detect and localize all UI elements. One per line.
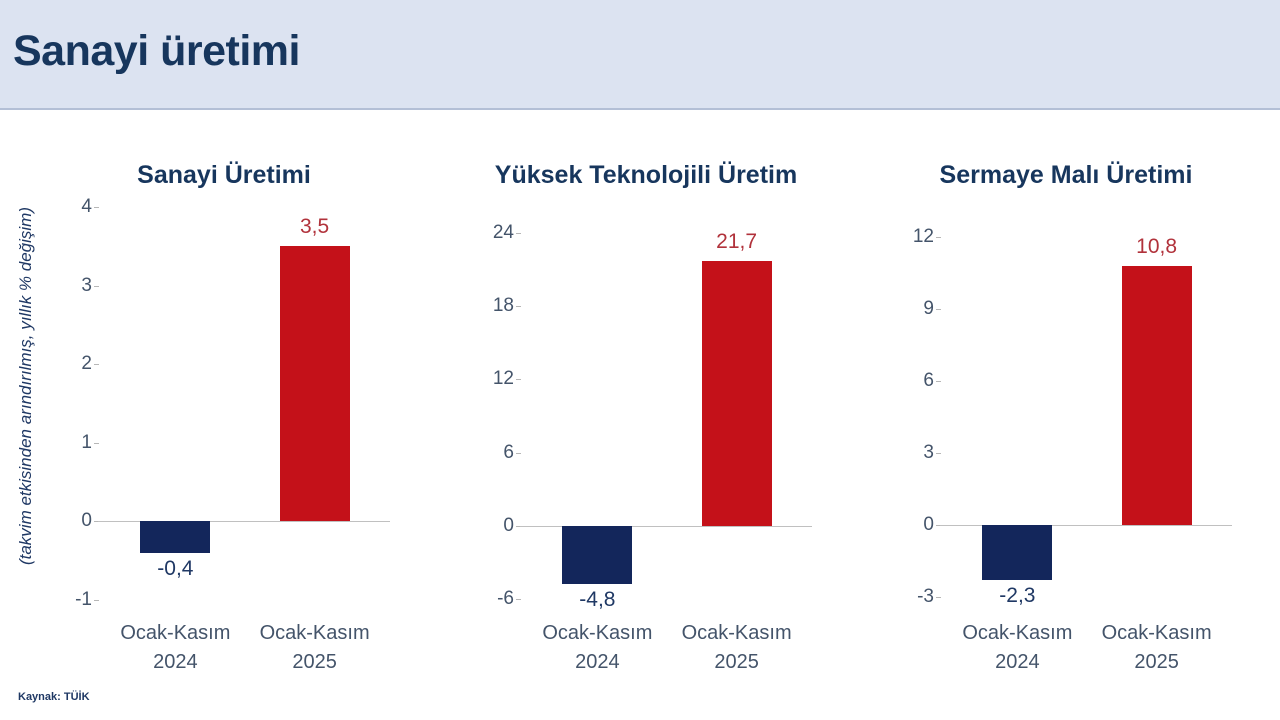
tick-mark: [936, 237, 941, 238]
bar-value-label: 21,7: [716, 230, 758, 254]
tick-mark: [936, 453, 941, 454]
tick-mark: [94, 600, 99, 601]
x-category-line: 2024: [153, 651, 198, 673]
x-category-line: 2025: [1134, 651, 1179, 673]
x-category-label: Ocak-Kasım 2025: [240, 619, 390, 677]
tick-mark: [936, 597, 941, 598]
axis-area: 12 9 6 3 0 -3 -2,3 10,8: [913, 226, 1232, 607]
x-axis-labels: Ocak-Kasım 2024 Ocak-Kasım 2025: [942, 619, 1232, 685]
y-tick-label: 9: [923, 298, 934, 319]
y-tick-label: -6: [497, 588, 514, 609]
tick-mark: [516, 233, 521, 234]
bar-value-label: -2,3: [999, 584, 1036, 608]
charts-row: Sanayi Üretimi 4 3 2 1 0 -1 -0,4 3,5 Ocak-Kasım…: [58, 155, 1248, 695]
x-category-line: Ocak-Kasım: [1101, 622, 1212, 644]
tick-mark: [94, 364, 99, 366]
x-category-line: Ocak-Kasım: [962, 622, 1073, 644]
x-category-line: Ocak-Kasım: [120, 622, 231, 644]
y-tick-label: 4: [81, 196, 92, 217]
x-category-line: Ocak-Kasım: [542, 622, 653, 644]
tick-mark: [94, 207, 99, 208]
bar-2024: [140, 521, 211, 553]
bar-2024: [562, 525, 633, 585]
tick-mark: [516, 525, 521, 527]
tick-mark: [936, 381, 941, 382]
tick-mark: [936, 309, 941, 310]
chart-title: Sermaye Malı Üretimi: [939, 161, 1193, 189]
x-category-line: 2025: [292, 651, 337, 673]
chart-sermaye-mali-uretimi: Sermaye Malı Üretimi 12 9 6 3 0 -3 -2,3 10,8 Oc…: [900, 155, 1232, 695]
chart-yuksek-teknolojili-uretim: Yüksek Teknolojili Üretim 24 18 12 6 0 -6 -4,8…: [480, 155, 812, 695]
chart-sanayi-uretimi: Sanayi Üretimi 4 3 2 1 0 -1 -0,4 3,5 Ocak-Kasım…: [58, 155, 390, 695]
bar-2024: [982, 525, 1053, 581]
y-tick-label: 0: [503, 514, 514, 536]
y-tick-label: 18: [492, 295, 514, 317]
x-axis-labels: Ocak-Kasım 2024 Ocak-Kasım 2025: [100, 619, 390, 685]
axis-area: 4 3 2 1 0 -1 -0,4 3,5: [75, 196, 390, 610]
bar-value-label: -4,8: [579, 588, 616, 612]
page-title: Sanayi üretimi: [13, 27, 300, 75]
bar-2025: [279, 246, 350, 522]
x-category-line: 2025: [714, 651, 759, 673]
zero-gridline: [520, 525, 812, 527]
tick-mark: [516, 599, 521, 600]
zero-gridline: [940, 525, 1232, 526]
tick-mark: [936, 525, 941, 526]
y-tick-label: 3: [81, 274, 92, 296]
x-category-line: Ocak-Kasım: [681, 622, 792, 644]
x-category-label: Ocak-Kasım 2025: [1082, 619, 1232, 677]
y-axis-unit-label: (takvim etkisinden arındırılmış, yıllık …: [16, 206, 35, 566]
bar-value-label: -0,4: [157, 556, 194, 580]
x-category-line: Ocak-Kasım: [259, 622, 370, 644]
y-tick-label: 6: [923, 370, 934, 391]
y-tick-label: -1: [75, 589, 92, 610]
y-tick-label: 24: [492, 222, 514, 243]
y-tick-label: -3: [917, 586, 934, 607]
tick-mark: [516, 452, 521, 454]
y-tick-label: 12: [492, 368, 514, 390]
axis-area: 24 18 12 6 0 -6 -4,8 21,7: [493, 222, 812, 611]
tick-mark: [516, 306, 521, 308]
chart-title: Sanayi Üretimi: [137, 161, 311, 189]
tick-mark: [94, 285, 99, 287]
x-axis-labels: Ocak-Kasım 2024 Ocak-Kasım 2025: [522, 619, 812, 685]
y-tick-label: 6: [503, 441, 514, 463]
chart-title: Yüksek Teknolojili Üretim: [494, 161, 798, 189]
tick-mark: [94, 442, 99, 444]
x-category-line: 2024: [995, 651, 1040, 673]
y-tick-label: 1: [81, 431, 92, 453]
bar-2025: [701, 261, 772, 526]
source-note: Kaynak: TÜİK: [18, 691, 90, 703]
zero-gridline: [98, 521, 390, 523]
x-category-label: Ocak-Kasım 2024: [522, 619, 672, 677]
y-tick-label: 3: [923, 442, 934, 463]
bar-value-label: 3,5: [299, 215, 330, 239]
y-tick-label: 12: [912, 226, 934, 247]
x-category-label: Ocak-Kasım 2025: [662, 619, 812, 677]
tick-mark: [94, 521, 99, 523]
bar-2025: [1121, 265, 1192, 525]
y-tick-label: 0: [923, 514, 934, 535]
x-category-line: 2024: [575, 651, 620, 673]
bar-value-label: 10,8: [1136, 234, 1178, 258]
y-tick-label: 2: [81, 353, 92, 375]
y-tick-label: 0: [81, 510, 92, 532]
x-category-label: Ocak-Kasım 2024: [942, 619, 1092, 677]
tick-mark: [516, 379, 521, 381]
page-header: Sanayi üretimi: [0, 0, 1280, 110]
x-category-label: Ocak-Kasım 2024: [100, 619, 250, 677]
